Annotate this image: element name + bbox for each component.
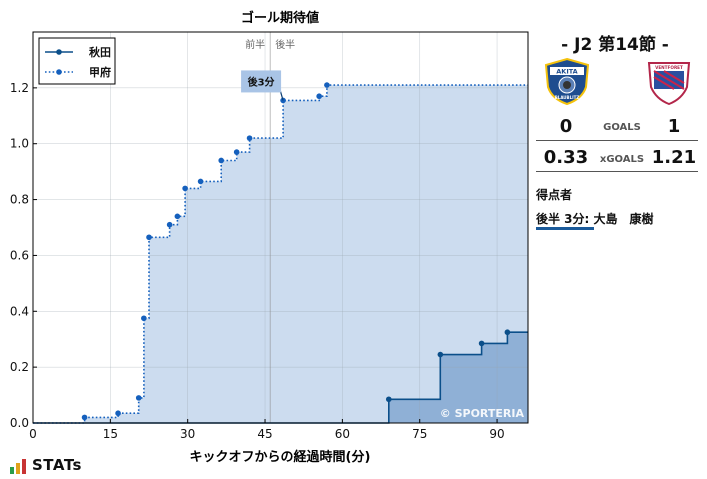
x-tick-label: 90 <box>489 427 504 441</box>
goals-label: GOALS <box>603 122 641 133</box>
point-甲府 <box>218 157 225 164</box>
y-tick-label: 0.2 <box>10 360 29 374</box>
xg-label: xGOALS <box>599 154 645 165</box>
plot-frame <box>32 31 529 424</box>
scorer-team-underline <box>536 227 594 230</box>
x-tick-label: 60 <box>335 427 350 441</box>
legend-label-甲府: 甲府 <box>89 65 111 79</box>
point-甲府 <box>182 185 188 192</box>
home-team-badge: AKITA BLAUBLITZ <box>544 57 590 105</box>
goals-row: 0 GOALS 1 <box>536 116 698 141</box>
first-half-label: 前半 <box>245 38 265 51</box>
stats-logo-icon <box>10 459 26 474</box>
legend-box <box>38 37 116 85</box>
second-half-label: 後半 <box>275 38 295 51</box>
point-秋田 <box>437 351 444 358</box>
point-甲府 <box>141 315 147 322</box>
point-甲府 <box>233 149 240 155</box>
home-badge-sub: BLAUBLITZ <box>555 95 580 100</box>
y-tick-label: 0.4 <box>10 304 29 318</box>
away-badge-text: VENTFORET <box>655 65 683 70</box>
point-秋田 <box>478 340 485 347</box>
line-甲府 <box>33 84 528 424</box>
y-tick-label: 1.2 <box>10 81 29 95</box>
point-甲府 <box>81 414 88 421</box>
point-甲府 <box>174 213 181 220</box>
point-甲府 <box>316 93 322 100</box>
point-甲府 <box>166 221 173 228</box>
away-team-badge: VENTFORET <box>647 62 691 105</box>
line-秋田 <box>33 331 528 424</box>
area-秋田 <box>33 332 528 423</box>
x-tick-label: 75 <box>412 427 427 441</box>
x-tick-label: 45 <box>257 427 272 441</box>
scorers-title: 得点者 <box>536 188 573 202</box>
area-甲府 <box>33 85 528 423</box>
y-tick-label: 1.0 <box>10 137 29 151</box>
point-甲府 <box>135 395 142 401</box>
x-tick-label: 30 <box>180 427 195 441</box>
goal-marker-label: 後3分 <box>248 75 275 88</box>
match-round-title: - J2 第14節 - <box>561 35 669 55</box>
x-tick-label: 0 <box>29 427 37 441</box>
legend-marker-甲府 <box>56 69 62 75</box>
home-goals: 0 <box>559 116 573 137</box>
point-甲府 <box>197 178 204 185</box>
scorer-item: 後半 3分: 大島 康樹 <box>536 212 654 226</box>
point-甲府 <box>146 234 152 241</box>
xg-row: 0.33 xGOALS 1.21 <box>536 147 698 172</box>
match-panel: - J2 第14節 - AKITA BLAUBLITZ VENTFORET 0 … <box>530 0 707 479</box>
away-goals: 1 <box>667 116 681 137</box>
away-xg: 1.21 <box>651 147 697 168</box>
watermark: © SPORTERIA <box>440 407 525 420</box>
x-tick-label: 15 <box>103 427 118 441</box>
point-甲府 <box>246 135 253 141</box>
point-秋田 <box>385 396 392 403</box>
y-tick-label: 0.8 <box>10 193 29 207</box>
home-badge-text: AKITA <box>556 68 577 76</box>
point-甲府 <box>115 410 121 417</box>
y-tick-label: 0.6 <box>10 248 29 262</box>
x-axis-label: キックオフからの経過時間(分) <box>190 449 371 465</box>
point-秋田 <box>504 329 511 336</box>
point-甲府 <box>324 82 330 88</box>
home-xg: 0.33 <box>543 147 589 168</box>
goal-marker-box <box>241 70 282 93</box>
legend-marker-秋田 <box>56 49 62 55</box>
y-tick-label: 0.0 <box>10 416 29 430</box>
stats-brand: STATs <box>32 456 82 474</box>
legend-label-秋田: 秋田 <box>89 45 111 59</box>
chart-title: ゴール期待値 <box>241 10 319 26</box>
